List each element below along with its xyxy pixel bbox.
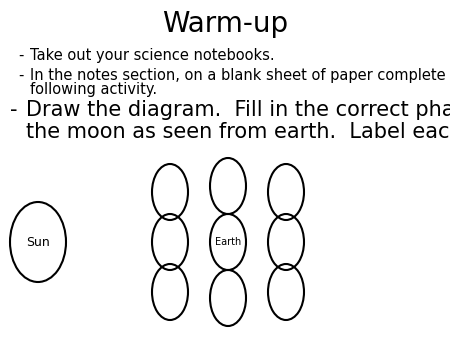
Text: -: - — [18, 48, 23, 63]
Text: the moon as seen from earth.  Label each phase.: the moon as seen from earth. Label each … — [26, 122, 450, 142]
Text: Sun: Sun — [26, 236, 50, 248]
Text: Draw the diagram.  Fill in the correct phases of: Draw the diagram. Fill in the correct ph… — [26, 100, 450, 120]
Text: -: - — [18, 68, 23, 83]
Text: -: - — [10, 100, 18, 120]
Text: Warm-up: Warm-up — [162, 10, 288, 38]
Text: following activity.: following activity. — [30, 82, 157, 97]
Text: Earth: Earth — [215, 237, 241, 247]
Text: Take out your science notebooks.: Take out your science notebooks. — [30, 48, 274, 63]
Text: In the notes section, on a blank sheet of paper complete the: In the notes section, on a blank sheet o… — [30, 68, 450, 83]
